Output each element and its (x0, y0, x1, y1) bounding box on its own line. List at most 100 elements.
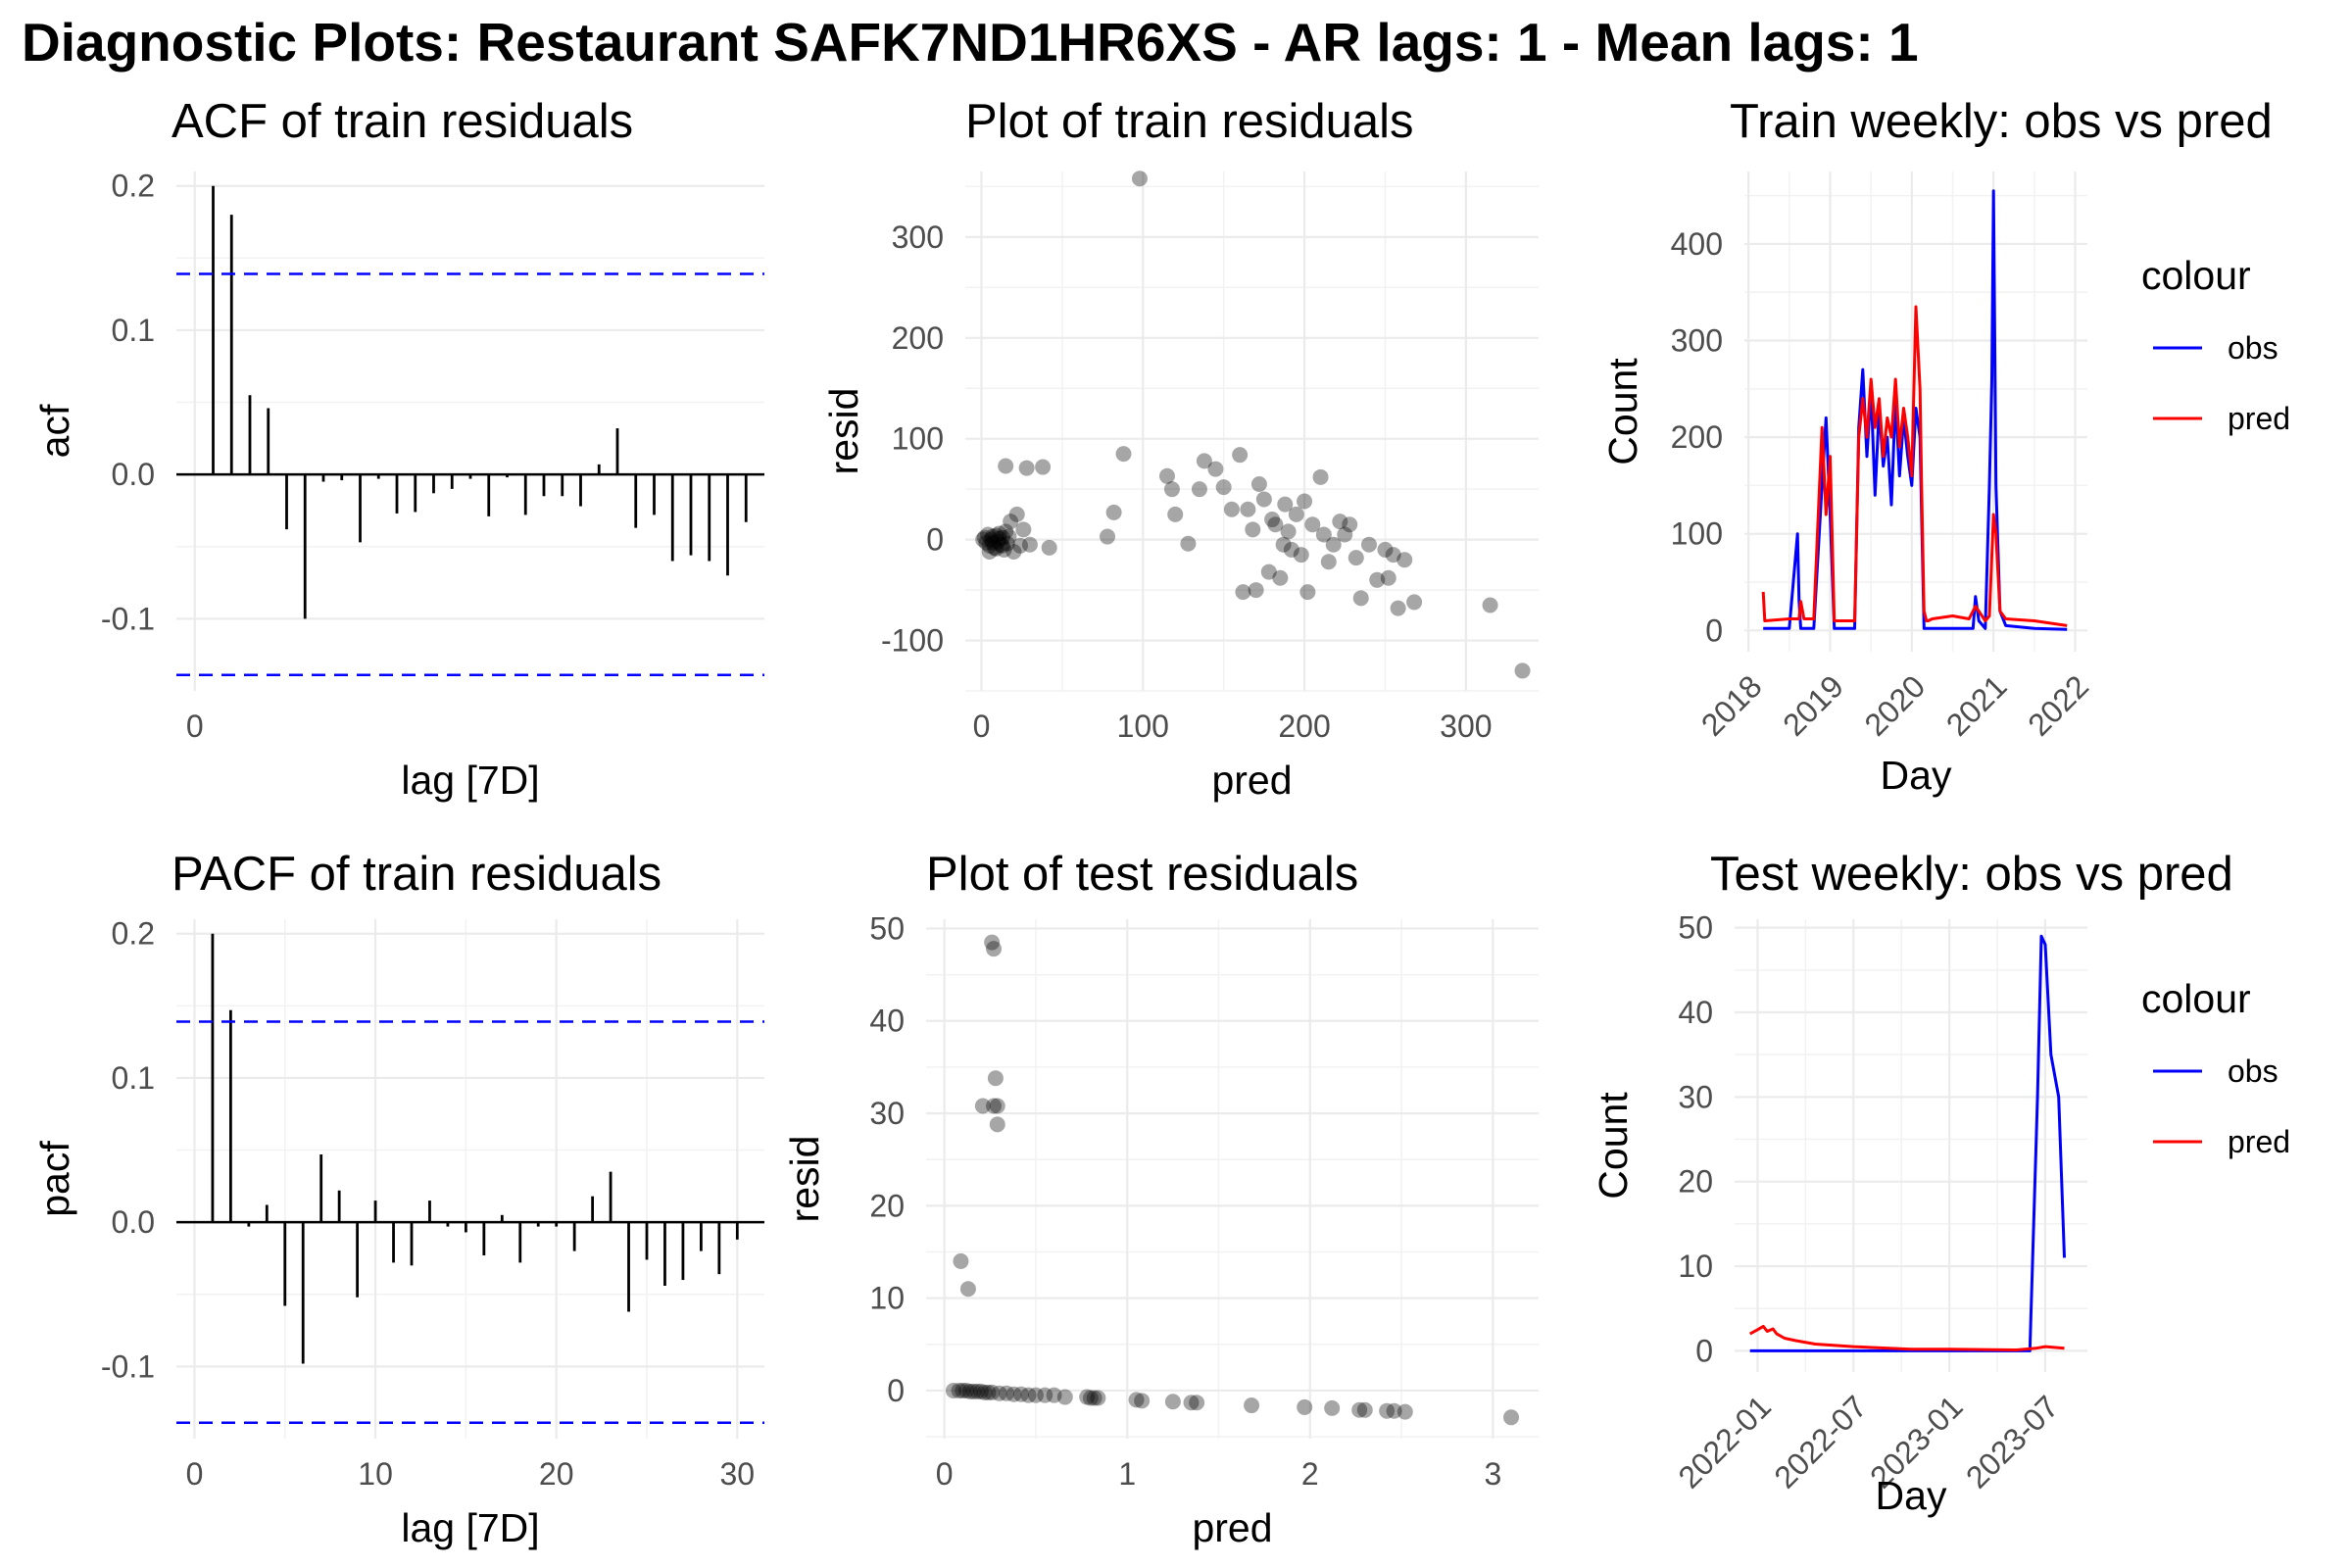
scatter-point (991, 525, 1007, 542)
scatter-point (1272, 569, 1289, 586)
x-tick-label: 1 (1118, 1456, 1136, 1492)
scatter-point (1207, 461, 1224, 477)
scatter-point (1090, 1390, 1106, 1406)
y-tick-label: -100 (881, 623, 944, 659)
scatter-point (1086, 1390, 1102, 1406)
scatter-point (1299, 584, 1316, 601)
scatter-point (999, 535, 1015, 552)
scatter-point (985, 528, 1002, 545)
series-line-pred (1748, 1324, 2065, 1351)
scatter-point (996, 541, 1012, 558)
scatter-point (1100, 528, 1116, 545)
scatter-point (1005, 1386, 1022, 1402)
legend-title: colour (2141, 976, 2251, 1021)
legend-label: pred (2228, 401, 2290, 436)
acf-panel: ACF of train residuals -0.1 0.0 0.1 0.2 0 lag … (32, 95, 764, 803)
scatter-point (1196, 453, 1212, 469)
panel-title: Test weekly: obs vs pred (1710, 848, 2233, 901)
scatter-point (1297, 1398, 1313, 1415)
scatter-point (1056, 1389, 1073, 1405)
scatter-point (1503, 1409, 1520, 1426)
scatter-point (1180, 535, 1197, 552)
x-tick-label: 2022-07 (1767, 1389, 1873, 1494)
y-tick-label: 0 (1705, 612, 1723, 648)
scatter-point (1008, 506, 1025, 522)
scatter-point (985, 534, 1002, 551)
y-tick-label: 0 (1695, 1333, 1713, 1368)
legend-label: obs (2228, 1054, 2278, 1089)
scatter-point (980, 1384, 997, 1400)
test_resid-panel: Plot of test residuals 0 10 20 30 40 50 0 1 2 3 pre… (782, 848, 1539, 1550)
scatter-point (1191, 481, 1207, 498)
legend-label: pred (2228, 1124, 2290, 1159)
y-tick-label: 40 (869, 1004, 905, 1039)
x-tick-label: 2019 (1776, 668, 1850, 743)
scatter-point (974, 1098, 991, 1114)
legend: colour obs pred (2141, 976, 2290, 1159)
series-line-pred (1761, 305, 2068, 627)
scatter-point (1514, 662, 1531, 679)
scatter-point (1250, 476, 1267, 493)
scatter-point (1082, 1390, 1099, 1406)
scatter-point (1027, 1387, 1044, 1403)
x-tick-label: 2020 (1858, 668, 1933, 743)
pacf-panel: PACF of train residuals -0.1 0.0 0.1 0.2 0 10 2… (32, 848, 764, 1550)
scatter-point (1293, 547, 1309, 564)
scatter-point (991, 1385, 1007, 1401)
scatter-point (1320, 554, 1337, 570)
y-tick-label: 40 (1678, 995, 1713, 1030)
scatter-point (1283, 541, 1299, 558)
scatter-point (1248, 582, 1264, 599)
scatter-point (1046, 1387, 1062, 1403)
y-tick-label: 100 (1671, 516, 1723, 552)
y-tick-label: 0 (887, 1373, 905, 1408)
y-tick-label: 200 (1671, 419, 1723, 455)
scatter-point (989, 1116, 1005, 1133)
y-tick-label: 50 (869, 910, 905, 946)
scatter-point (988, 540, 1004, 557)
gridlines (965, 172, 1539, 692)
scatter-point (981, 543, 998, 560)
scatter-point (1315, 526, 1332, 543)
scatter-point (1379, 1402, 1396, 1419)
scatter-point (1264, 512, 1281, 528)
scatter-point (1352, 590, 1369, 607)
scatter-point (1406, 594, 1423, 611)
scatter-point (1277, 496, 1294, 513)
scatter-point (959, 1281, 976, 1298)
scatter-point (1325, 536, 1342, 553)
panel-title: ACF of train residuals (172, 95, 633, 148)
scatter-point (965, 1383, 982, 1399)
scatter-point (1015, 521, 1032, 538)
scatter-point (978, 534, 995, 551)
scatter-point (1324, 1399, 1341, 1416)
scatter-point (1342, 516, 1358, 533)
scatter-point (1164, 1394, 1181, 1410)
y-tick-label: 50 (1678, 910, 1713, 946)
x-tick-label: 0 (973, 709, 991, 744)
scatter-point (1189, 1395, 1205, 1411)
scatter-point (999, 1385, 1015, 1401)
scatter-point (961, 1383, 978, 1399)
scatter-point (994, 529, 1010, 546)
panel-title: Plot of test residuals (926, 848, 1358, 901)
y-tick-label: 400 (1671, 226, 1723, 262)
scatter-point (994, 537, 1010, 554)
scatter-point (1079, 1389, 1096, 1405)
y-tick-label: 0.1 (112, 1060, 155, 1096)
scatter-point (1369, 571, 1386, 588)
scatter-point (984, 934, 1001, 951)
scatter-point (972, 1383, 989, 1399)
x-tick-label: 2021 (1939, 668, 2014, 743)
scatter-point (1245, 521, 1261, 538)
scatter-point (1232, 447, 1249, 464)
y-tick-label: 300 (1671, 323, 1723, 359)
scatter-point (1396, 552, 1413, 568)
scatter-point (1018, 460, 1035, 476)
scatter-point (1012, 537, 1029, 554)
gridlines (1744, 172, 2087, 652)
scatter-point (1288, 506, 1304, 522)
x-tick-label: 2023-07 (1959, 1389, 2065, 1494)
scatter-point (1235, 584, 1251, 601)
scatter-point (989, 1098, 1005, 1114)
